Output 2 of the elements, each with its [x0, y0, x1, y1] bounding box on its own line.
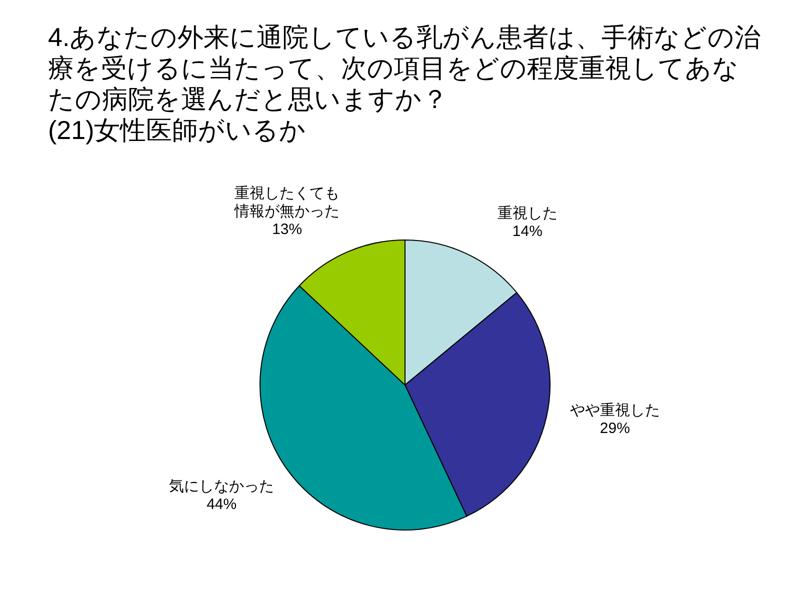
- title: 4.あなたの外来に通院している乳がん患者は、手術などの治療を受けるに当たって、次の項目をどの程度重視してあなたの病院を選んだと思いますか？: [48, 22, 762, 115]
- subtitle: (21)女性医師がいるか: [48, 115, 308, 146]
